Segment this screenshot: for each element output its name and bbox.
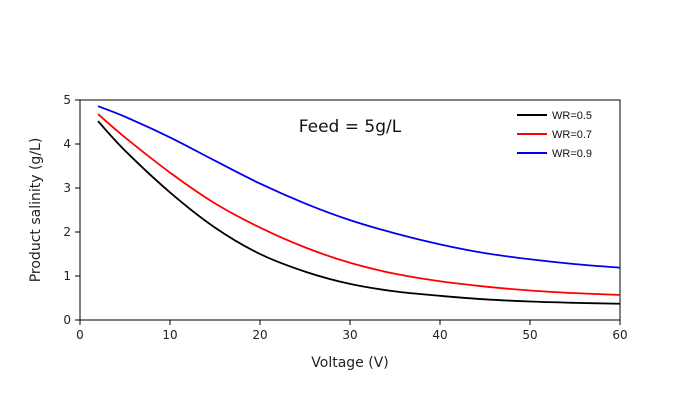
series-line-1 [97, 120, 621, 305]
x-tick-label: 10 [162, 328, 177, 342]
y-tick-label: 4 [63, 137, 71, 151]
x-axis-title: Voltage (V) [311, 355, 388, 371]
y-tick-label: 1 [63, 269, 71, 283]
legend: WR=0.5 WR=0.7 WR=0.9 [517, 110, 592, 160]
y-axis-title: Product salinity (g/L) [28, 138, 44, 283]
x-tick-label: 0 [76, 328, 84, 342]
y-tick-label: 0 [63, 313, 71, 327]
x-tick-label: 50 [522, 328, 537, 342]
legend-label: WR=0.9 [552, 148, 592, 160]
feed-annotation: Feed = 5g/L [299, 117, 402, 137]
axes-layer: 0 10 20 30 40 50 60 0 1 2 3 4 5 [63, 93, 627, 342]
x-tick-label: 30 [342, 328, 357, 342]
series-layer [97, 105, 621, 305]
series-line-3 [97, 105, 621, 269]
y-tick-label: 2 [63, 225, 71, 239]
series-line-2 [97, 113, 621, 296]
x-tick-label: 40 [432, 328, 447, 342]
legend-label: WR=0.5 [552, 110, 592, 122]
x-tick-label: 20 [252, 328, 267, 342]
y-tick-label: 5 [63, 93, 71, 107]
x-tick-label: 60 [612, 328, 627, 342]
legend-label: WR=0.7 [552, 129, 592, 141]
y-tick-label: 3 [63, 181, 71, 195]
